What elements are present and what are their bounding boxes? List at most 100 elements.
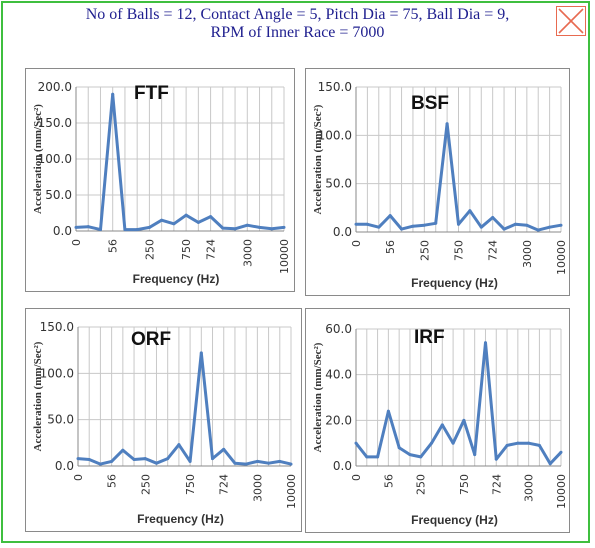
data-point	[388, 214, 392, 218]
data-point	[411, 224, 415, 228]
data-point	[270, 227, 274, 231]
data-point	[386, 409, 390, 413]
data-point	[559, 223, 563, 227]
data-point	[111, 92, 115, 96]
x-tick-label: 0	[72, 474, 85, 481]
chart-title: BSF	[411, 93, 449, 114]
x-tick-label: 0	[350, 474, 363, 481]
window-frame	[1, 1, 590, 543]
data-point	[244, 462, 248, 466]
data-point	[525, 223, 529, 227]
data-point	[559, 450, 563, 454]
data-point	[516, 441, 520, 445]
data-point	[527, 441, 531, 445]
data-point	[188, 459, 192, 463]
series-line	[77, 351, 292, 466]
data-point	[233, 461, 237, 465]
data-point	[354, 222, 358, 226]
x-tick-label: 10000	[555, 474, 568, 509]
data-point	[160, 218, 164, 222]
data-point	[408, 453, 412, 457]
x-tick-label: 250	[418, 240, 431, 261]
close-button[interactable]	[556, 6, 586, 36]
data-point	[172, 222, 176, 226]
data-point	[376, 455, 380, 459]
data-point	[258, 225, 262, 229]
data-point	[87, 458, 91, 462]
data-point	[434, 221, 438, 225]
x-tick-label: 250	[139, 474, 152, 495]
data-point	[548, 225, 552, 229]
x-tick-label: 750	[184, 474, 197, 495]
data-point	[143, 457, 147, 461]
chart-panel-ftf: 0.0 50.0 100.0 150.0 200.0 0 56 250 750 724 3000 10…	[25, 68, 295, 292]
x-tick-label: 250	[143, 239, 156, 260]
x-axis-label: Frequency (Hz)	[133, 272, 220, 286]
data-point	[457, 222, 460, 226]
data-point	[473, 453, 477, 457]
x-tick-label: 3000	[523, 474, 536, 502]
y-tick-label: 100.0	[40, 366, 74, 380]
data-point	[440, 423, 444, 427]
data-point	[502, 227, 506, 231]
chart-title: IRF	[414, 327, 445, 348]
chart-title: FTF	[134, 83, 169, 104]
y-tick-label: 100.0	[318, 128, 352, 142]
y-tick-label: 150.0	[40, 320, 74, 334]
data-point	[479, 225, 483, 229]
chart-title: ORF	[131, 329, 171, 350]
data-point	[255, 459, 259, 463]
y-tick-label: 0.0	[53, 224, 72, 238]
chart-panel-orf: 0.0 50.0 100.0 150.0 0 56 250 750 724 3000 10000 OR…	[25, 308, 302, 532]
chart-svg: 0.0 50.0 100.0 150.0 200.0 0 56 250 750 724 3000 10…	[32, 80, 291, 286]
x-tick-label: 0	[70, 239, 83, 246]
data-point	[397, 446, 401, 450]
x-tick-label: 56	[382, 474, 395, 488]
data-point	[166, 457, 170, 461]
data-point	[422, 223, 426, 227]
data-point	[147, 225, 151, 229]
x-tick-label: 724	[218, 474, 231, 495]
chart-svg: 0.0 20.0 40.0 60.0 0 56 250 750 724 3000 10000 IRF F…	[312, 322, 568, 527]
data-point	[289, 462, 293, 466]
data-point	[211, 457, 215, 461]
y-tick-label: 50.0	[325, 177, 352, 191]
data-point	[282, 225, 286, 229]
chart-panel-irf: 0.0 20.0 40.0 60.0 0 56 250 750 724 3000 10000 IRF F…	[305, 308, 570, 533]
y-tick-label: 0.0	[333, 459, 352, 473]
data-point	[419, 455, 423, 459]
data-point	[184, 213, 188, 217]
chart-svg: 0.0 50.0 100.0 150.0 0 56 250 750 724 3000 10000 OR…	[32, 320, 298, 526]
x-tick-label: 724	[487, 240, 500, 261]
y-tick-label: 50.0	[45, 188, 72, 202]
series-line	[354, 341, 563, 466]
data-point	[483, 341, 487, 345]
data-point	[199, 351, 203, 355]
data-point	[468, 209, 472, 213]
data-point	[537, 443, 541, 447]
y-tick-label: 150.0	[38, 116, 72, 130]
y-axis-label: Acceleration (mm/Sec²)	[312, 104, 324, 214]
y-axis-label: Acceleration (mm/Sec²)	[312, 342, 324, 452]
data-point	[491, 216, 495, 219]
data-point	[110, 459, 114, 463]
data-point	[154, 461, 158, 465]
x-axis-label: Frequency (Hz)	[137, 512, 224, 526]
close-icon	[558, 8, 584, 34]
data-point	[74, 225, 78, 229]
y-axis-label: Acceleration (mm/Sec²)	[32, 341, 44, 451]
data-point	[462, 418, 466, 422]
data-point	[98, 462, 102, 466]
series-line	[75, 92, 285, 232]
y-tick-label: 0.0	[55, 459, 74, 473]
x-tick-label: 10000	[285, 474, 298, 509]
data-point	[513, 222, 517, 226]
chart-panel-bsf: 0.0 50.0 100.0 150.0 0 56 250 750 724 3000 10000 BS…	[305, 68, 570, 296]
chart-svg: 0.0 50.0 100.0 150.0 0 56 250 750 724 3000 10000 BS…	[312, 80, 568, 290]
data-point	[445, 122, 449, 126]
x-tick-label: 750	[180, 239, 193, 260]
data-point	[121, 448, 125, 452]
x-tick-label: 3000	[251, 474, 264, 502]
data-point	[76, 457, 80, 461]
y-axis-label: Acceleration (mm/Sec²)	[32, 104, 44, 214]
